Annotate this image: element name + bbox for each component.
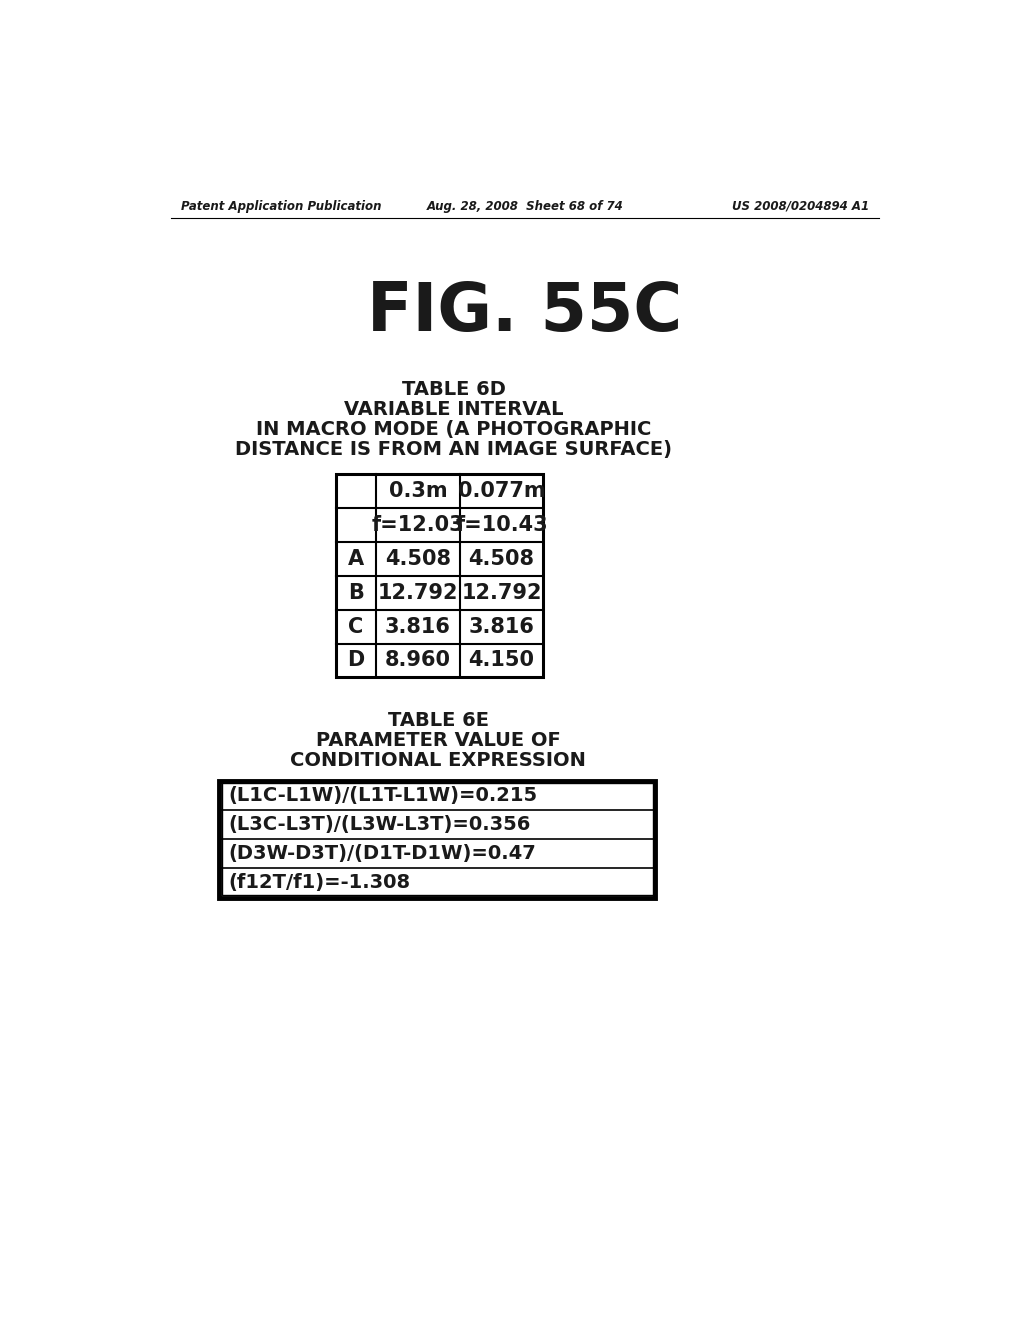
Text: TABLE 6E: TABLE 6E [387,711,488,730]
Text: US 2008/0204894 A1: US 2008/0204894 A1 [732,199,869,213]
Text: (f12T/f1)=-1.308: (f12T/f1)=-1.308 [228,874,411,892]
Text: VARIABLE INTERVAL: VARIABLE INTERVAL [344,400,563,418]
Bar [336,474,544,677]
Text: C: C [348,616,364,636]
Text: Aug. 28, 2008  Sheet 68 of 74: Aug. 28, 2008 Sheet 68 of 74 [426,199,624,213]
Text: 0.077m: 0.077m [458,480,546,502]
Text: (D3W-D3T)/(D1T-D1W)=0.47: (D3W-D3T)/(D1T-D1W)=0.47 [228,845,537,863]
Text: f=10.43: f=10.43 [456,515,548,535]
Text: 4.508: 4.508 [385,549,451,569]
Bar [219,780,655,898]
Text: PARAMETER VALUE OF: PARAMETER VALUE OF [315,731,560,750]
Text: FIG. 55C: FIG. 55C [368,280,682,346]
Text: B: B [348,582,364,603]
Text: 3.816: 3.816 [385,616,451,636]
Bar [222,783,652,895]
Text: 12.792: 12.792 [461,582,542,603]
Text: 4.508: 4.508 [469,549,535,569]
Text: (L3C-L3T)/(L3W-L3T)=0.356: (L3C-L3T)/(L3W-L3T)=0.356 [228,814,531,834]
Text: DISTANCE IS FROM AN IMAGE SURFACE): DISTANCE IS FROM AN IMAGE SURFACE) [234,440,672,459]
Text: 3.816: 3.816 [469,616,535,636]
Text: 0.3m: 0.3m [388,480,447,502]
Text: CONDITIONAL EXPRESSION: CONDITIONAL EXPRESSION [290,751,586,770]
Text: TABLE 6D: TABLE 6D [401,380,506,399]
Text: Patent Application Publication: Patent Application Publication [180,199,381,213]
Text: IN MACRO MODE (A PHOTOGRAPHIC: IN MACRO MODE (A PHOTOGRAPHIC [256,420,651,440]
Text: f=12.03: f=12.03 [372,515,464,535]
Text: A: A [348,549,364,569]
Text: (L1C-L1W)/(L1T-L1W)=0.215: (L1C-L1W)/(L1T-L1W)=0.215 [228,785,538,805]
Text: 8.960: 8.960 [385,651,451,671]
Text: D: D [347,651,365,671]
Text: 12.792: 12.792 [378,582,458,603]
Text: 4.150: 4.150 [469,651,535,671]
